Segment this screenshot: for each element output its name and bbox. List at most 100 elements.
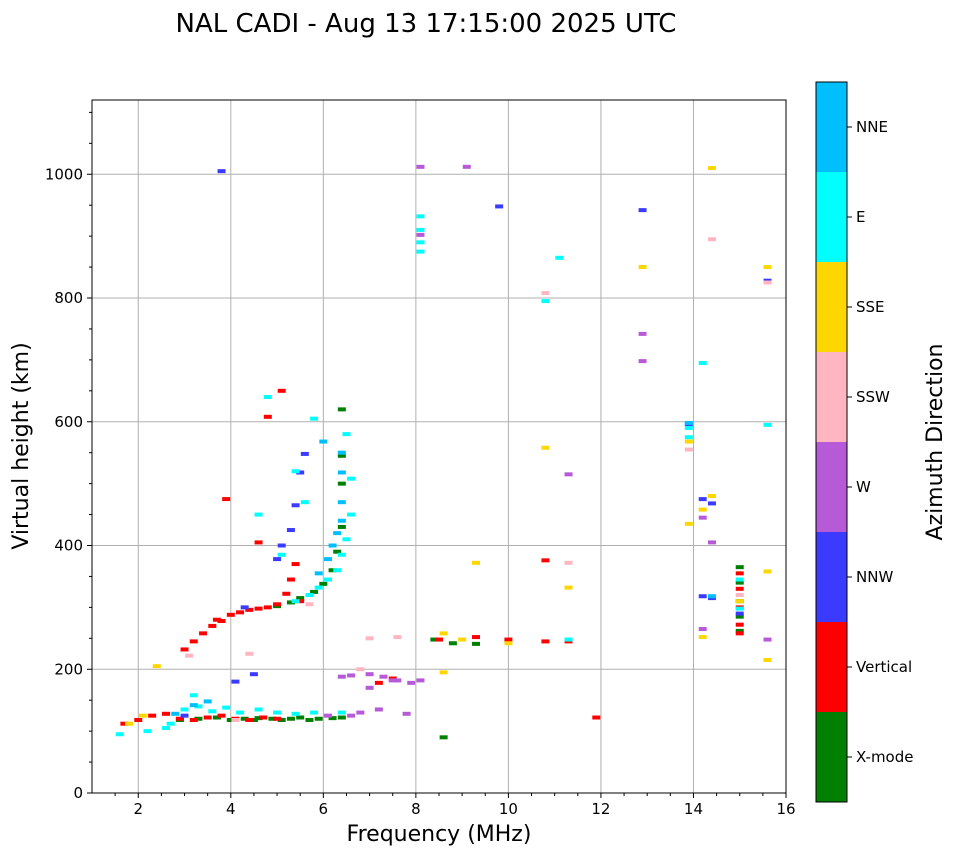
data-point-sse <box>138 713 147 718</box>
data-points <box>115 164 772 740</box>
data-point-vertical <box>254 540 263 545</box>
x-tick-label: 8 <box>411 800 421 818</box>
data-point-w <box>416 164 425 169</box>
data-point-ssw <box>763 280 772 285</box>
data-point-vertical <box>226 612 235 617</box>
data-point-e <box>194 704 203 709</box>
data-point-vertical <box>282 591 291 596</box>
data-point-w <box>698 515 707 520</box>
colorbar-segment <box>816 82 847 172</box>
data-point-x-mode <box>194 716 203 721</box>
data-point-x-mode <box>448 641 457 646</box>
data-point-e <box>541 299 550 304</box>
data-point-vertical <box>263 414 272 419</box>
data-point-e <box>337 552 346 557</box>
colorbar-segment <box>816 622 847 712</box>
data-point-x-mode <box>305 717 314 722</box>
data-point-vertical <box>236 610 245 615</box>
data-point-x-mode <box>337 407 346 412</box>
data-point-e <box>300 500 309 505</box>
data-point-sse <box>698 635 707 640</box>
data-point-w <box>374 707 383 712</box>
data-point-nne <box>337 500 346 505</box>
data-point-w <box>323 713 332 718</box>
data-point-nnw <box>291 503 300 508</box>
data-point-x-mode <box>337 524 346 529</box>
data-point-ssw <box>564 560 573 565</box>
colorbar-segment <box>816 712 847 802</box>
data-point-w <box>407 680 416 685</box>
data-point-sse <box>504 641 513 646</box>
data-point-vertical <box>189 639 198 644</box>
data-point-nne <box>328 543 337 548</box>
data-point-w <box>365 685 374 690</box>
data-point-nne <box>314 571 323 576</box>
data-point-vertical <box>286 577 295 582</box>
data-point-sse <box>707 494 716 498</box>
data-point-e <box>208 709 217 714</box>
data-point-nne <box>337 470 346 475</box>
data-point-vertical <box>254 606 263 611</box>
y-tick-label: 1000 <box>45 165 83 183</box>
data-point-nnw <box>707 501 716 506</box>
colorbar-label-nnw: NNW <box>856 568 893 586</box>
data-point-x-mode <box>212 715 221 720</box>
data-point-e <box>347 512 356 517</box>
data-point-sse <box>472 560 481 565</box>
data-point-nne <box>337 518 346 523</box>
data-point-e <box>189 693 198 698</box>
data-point-nnw <box>180 713 189 718</box>
data-point-x-mode <box>333 549 342 554</box>
chart-title: NAL CADI - Aug 13 17:15:00 2025 UTC <box>176 9 677 39</box>
data-point-sse <box>763 265 772 270</box>
data-point-vertical <box>273 716 282 721</box>
x-tick-label: 6 <box>319 800 329 818</box>
data-point-e <box>277 552 286 557</box>
data-point-nne <box>684 420 693 425</box>
data-point-sse <box>684 521 693 526</box>
data-point-vertical <box>217 618 226 623</box>
data-point-w <box>402 711 411 716</box>
data-point-vertical <box>472 635 481 640</box>
data-point-ssw <box>245 651 254 656</box>
data-point-vertical <box>120 721 129 726</box>
data-point-w <box>388 678 397 683</box>
data-point-x-mode <box>226 717 235 722</box>
colorbar-label-sse: SSE <box>856 298 885 316</box>
data-point-vertical <box>189 717 198 722</box>
data-point-sse <box>439 670 448 675</box>
data-point-w <box>356 710 365 715</box>
data-point-x-mode <box>296 715 305 720</box>
data-point-sse <box>564 585 573 590</box>
data-point-vertical <box>162 711 171 716</box>
x-tick-label: 10 <box>499 800 518 818</box>
data-point-nnw <box>300 451 309 456</box>
data-point-e <box>416 227 425 232</box>
data-point-vertical <box>504 637 513 642</box>
data-point-sse <box>698 507 707 512</box>
data-point-nnw <box>698 594 707 599</box>
data-point-x-mode <box>314 716 323 721</box>
data-point-e <box>291 599 300 604</box>
data-point-nne <box>203 699 212 704</box>
data-point-e <box>416 249 425 254</box>
data-point-sse <box>763 569 772 574</box>
data-point-e <box>416 240 425 245</box>
data-point-sse <box>707 166 716 171</box>
data-point-e <box>310 710 319 715</box>
data-point-x-mode <box>472 641 481 646</box>
data-point-ssw <box>356 667 365 672</box>
y-tick-label: 400 <box>54 537 83 555</box>
data-point-w <box>365 672 374 677</box>
data-point-nne <box>189 703 198 708</box>
data-point-sse <box>638 265 647 270</box>
data-point-nne <box>323 557 332 562</box>
data-point-w <box>393 678 402 683</box>
data-point-x-mode <box>240 716 249 721</box>
data-point-e <box>180 707 189 712</box>
data-point-e <box>564 637 573 642</box>
data-point-x-mode <box>735 614 744 619</box>
data-point-e <box>735 577 744 582</box>
x-tick-label: 12 <box>591 800 610 818</box>
data-point-w <box>337 674 346 679</box>
